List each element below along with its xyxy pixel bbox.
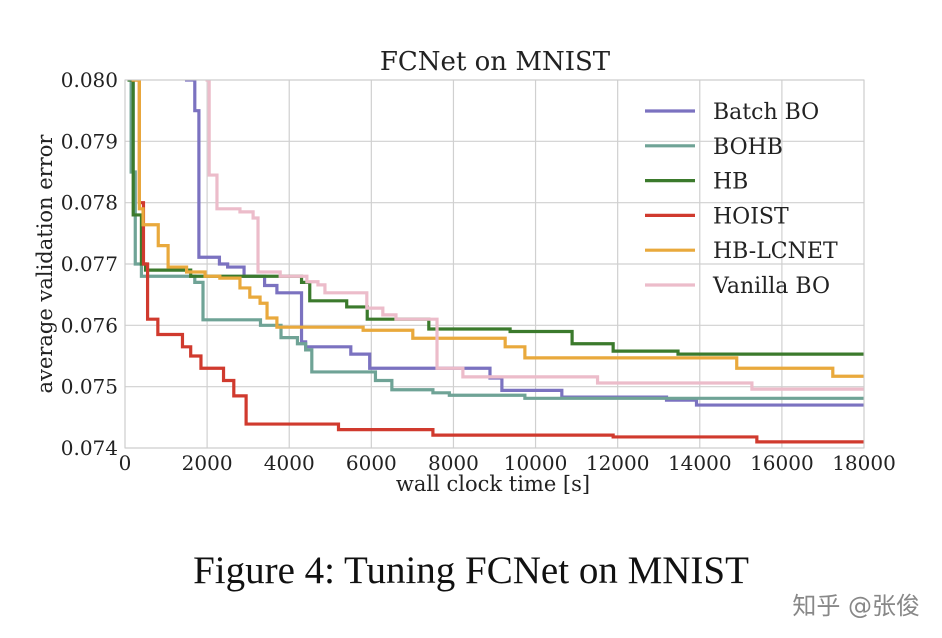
series-line-vanilla-bo [205,80,864,391]
x-tick-label: 8000 [428,451,479,475]
series-line-bohb [127,80,864,400]
x-tick-label: 6000 [346,451,397,475]
y-tick-label: 0.075 [61,375,118,399]
watermark: 知乎 @张俊 [792,592,920,620]
y-tick-label: 0.078 [61,191,118,215]
plot-frame [124,79,865,449]
legend-label: HB-LCNET [713,239,838,264]
y-tick-label: 0.074 [61,436,118,460]
x-tick-label: 2000 [182,451,233,475]
x-tick-label: 14000 [668,451,732,475]
legend-label: HOIST [713,204,789,229]
series-line-batch-bo [184,80,864,407]
legend-label: Vanilla BO [712,274,830,299]
x-tick-label: 12000 [586,451,650,475]
legend: Batch BO BOHB HB HOIST HB-LCNET Vanilla BO [645,100,838,299]
y-tick-label: 0.076 [61,313,118,337]
x-tick-label: 4000 [264,451,315,475]
series-line-hb [127,80,864,356]
x-tick-label: 10000 [504,451,568,475]
series-line-hoist [131,80,864,444]
y-axis-label: average validation error [33,134,57,394]
figure-caption: Figure 4: Tuning FCNet on MNIST [193,549,749,592]
chart: 0 2000 4000 6000 8000 10000 12000 14000 16000 180… [33,47,896,496]
y-tick-label: 0.080 [61,68,118,92]
y-tick-label: 0.077 [61,252,118,276]
legend-label: BOHB [713,135,783,160]
y-tick-label: 0.079 [61,129,118,153]
legend-label: Batch BO [713,100,819,125]
ticks: 0 2000 4000 6000 8000 10000 12000 14000 16000 180… [61,68,896,475]
x-tick-label: 0 [119,451,132,475]
x-tick-label: 16000 [750,451,814,475]
x-axis-label: wall clock time [s] [396,472,590,496]
series-line-hb-lcnet [131,80,864,378]
x-tick-label: 18000 [832,451,896,475]
chart-title: FCNet on MNIST [380,47,611,77]
series-lines [127,80,864,444]
legend-label: HB [713,170,748,195]
